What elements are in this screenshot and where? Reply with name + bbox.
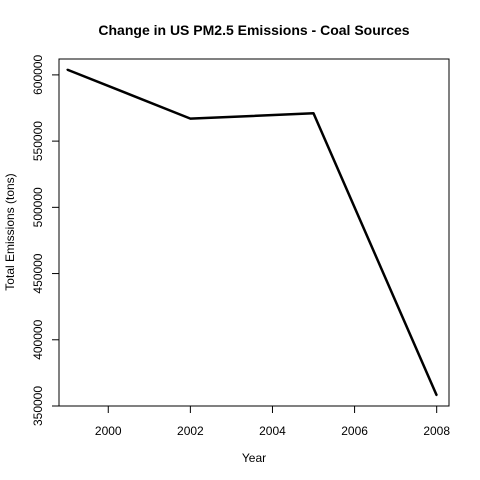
x-tick-label: 2004 xyxy=(259,424,286,438)
data-point xyxy=(435,394,438,397)
x-tick-label: 2006 xyxy=(341,424,368,438)
y-tick-label: 550000 xyxy=(31,121,45,161)
x-axis-label: Year xyxy=(242,451,266,465)
y-axis: 350000 400000 450000 500000 550000 600000 xyxy=(31,55,59,426)
series-layer xyxy=(66,68,438,397)
x-tick-label: 2002 xyxy=(177,424,204,438)
chart-title: Change in US PM2.5 Emissions - Coal Sour… xyxy=(98,22,409,38)
y-axis-label: Total Emissions (tons) xyxy=(3,173,17,290)
x-axis: 2000 2002 2004 2006 2008 xyxy=(95,406,450,438)
plot-box xyxy=(58,58,450,407)
x-tick-label: 2008 xyxy=(423,424,450,438)
y-tick-label: 450000 xyxy=(31,253,45,293)
y-tick-label: 500000 xyxy=(31,187,45,227)
data-point xyxy=(312,112,315,115)
series-line xyxy=(66,68,438,396)
y-tick-label: 350000 xyxy=(31,386,45,426)
data-point xyxy=(66,68,69,71)
y-tick-label: 600000 xyxy=(31,55,45,95)
data-point xyxy=(189,117,192,120)
x-tick-label: 2000 xyxy=(95,424,122,438)
y-tick-label: 400000 xyxy=(31,319,45,359)
